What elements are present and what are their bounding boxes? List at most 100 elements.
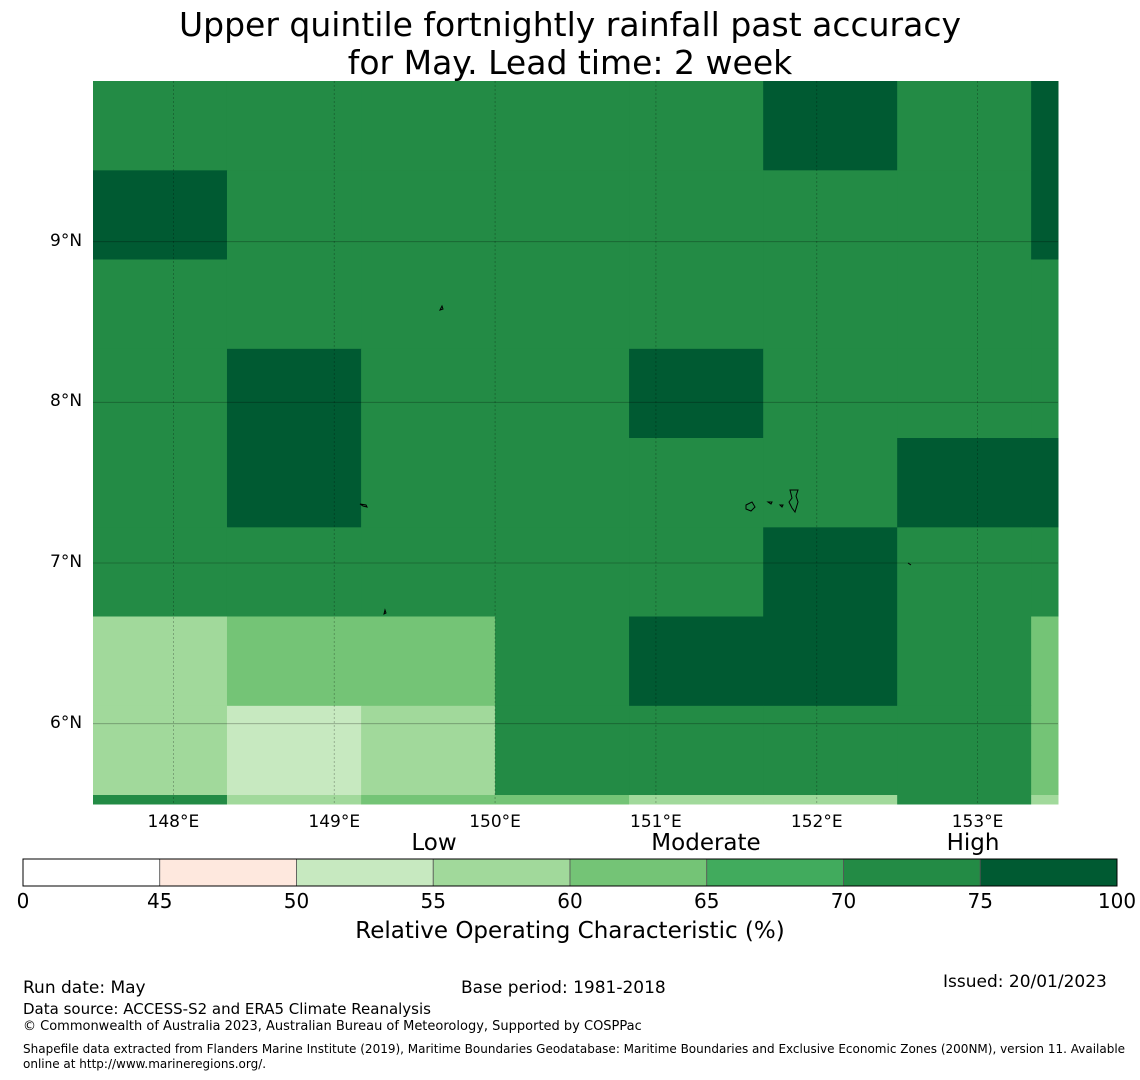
- lon-tick-label: 152°E: [790, 812, 843, 832]
- lat-tick-label: 9°N: [50, 230, 83, 251]
- colorbar-frame: [22, 858, 1118, 887]
- colorbar-label: Relative Operating Characteristic (%): [355, 918, 785, 944]
- roc-grid-cells: [93, 81, 1059, 805]
- roc-cell: [1031, 170, 1059, 261]
- colorbar: [22, 858, 1118, 887]
- roc-cell: [226, 705, 362, 796]
- lat-tick-label: 6°N: [50, 712, 83, 733]
- roc-cell: [93, 348, 228, 439]
- roc-cell: [1031, 348, 1059, 439]
- colorbar-tick: 65: [694, 889, 720, 913]
- roc-cell: [93, 527, 228, 618]
- roc-cell: [629, 616, 764, 707]
- roc-cell: [629, 705, 764, 796]
- roc-cell: [1031, 527, 1059, 618]
- roc-cell: [495, 259, 630, 350]
- island-outlines: [359, 304, 912, 615]
- roc-cell: [226, 81, 362, 171]
- roc-cell: [361, 170, 496, 261]
- roc-cell: [897, 705, 1032, 796]
- roc-cell: [897, 527, 1032, 618]
- island-outline: [907, 562, 912, 566]
- roc-cell: [495, 527, 630, 618]
- colorbar-bin: [22, 858, 161, 887]
- roc-cell: [361, 527, 496, 618]
- rainfall-accuracy-map: [93, 81, 1059, 805]
- roc-cell: [226, 348, 362, 439]
- roc-cell: [897, 795, 1032, 805]
- roc-cell: [226, 527, 362, 618]
- map-title-line-1: Upper quintile fortnightly rainfall past…: [178, 5, 962, 44]
- roc-cell: [629, 438, 764, 528]
- colorbar-bin: [296, 858, 434, 887]
- shapefile-attribution: Shapefile data extracted from Flanders M…: [23, 1042, 1126, 1071]
- colorbar-tick: 60: [557, 889, 583, 913]
- colorbar-bin: [843, 858, 981, 887]
- island-outline: [766, 501, 773, 505]
- roc-cell: [495, 705, 630, 796]
- roc-cell: [226, 616, 362, 707]
- roc-cell: [1031, 795, 1059, 805]
- colorbar-category-low: Low: [411, 830, 457, 856]
- roc-cell: [361, 81, 496, 171]
- map-title-line-2: for May. Lead time: 2 week: [347, 43, 793, 82]
- roc-cell: [93, 795, 228, 805]
- roc-cell: [495, 348, 630, 439]
- roc-cell: [226, 438, 362, 528]
- roc-cell: [93, 259, 228, 350]
- roc-cell: [361, 705, 496, 796]
- colorbar-tick: 70: [830, 889, 857, 913]
- roc-cell: [629, 348, 764, 439]
- roc-cell: [361, 438, 496, 528]
- colorbar-tick: 75: [967, 889, 993, 913]
- roc-cell: [897, 348, 1032, 439]
- lon-tick-label: 149°E: [308, 812, 361, 832]
- colorbar-category-moderate: Moderate: [651, 830, 761, 856]
- colorbar-bin: [432, 858, 571, 887]
- island-outline: [359, 503, 368, 508]
- roc-cell: [763, 795, 898, 805]
- colorbar-tick: 100: [1097, 889, 1137, 913]
- roc-cell: [93, 438, 228, 528]
- roc-cell: [763, 438, 898, 528]
- island-outline: [778, 504, 784, 508]
- roc-cell: [1031, 81, 1059, 171]
- colorbar-tick: 50: [283, 889, 310, 913]
- lat-tick-label: 7°N: [50, 552, 83, 572]
- data-source: Data source: ACCESS-S2 and ERA5 Climate …: [23, 1000, 431, 1018]
- roc-cell: [361, 259, 496, 350]
- roc-cell: [763, 705, 898, 796]
- roc-cell: [763, 348, 898, 439]
- lon-tick-label: 150°E: [469, 812, 521, 832]
- roc-cell: [93, 705, 228, 796]
- island-outline: [788, 489, 799, 514]
- island-outline: [439, 304, 444, 311]
- colorbar-bin: [706, 858, 844, 887]
- roc-cell: [495, 616, 630, 707]
- roc-cell: [763, 81, 898, 171]
- roc-cell: [629, 259, 764, 350]
- roc-cell: [897, 259, 1032, 350]
- colorbar-bin: [159, 858, 297, 887]
- roc-cell: [495, 795, 630, 805]
- colorbar-category-high: High: [946, 830, 1000, 856]
- roc-cell: [495, 438, 630, 528]
- roc-cell: [226, 795, 362, 805]
- colorbar-tick: 45: [147, 889, 173, 913]
- lon-tick-label: 148°E: [147, 812, 200, 832]
- island-outline: [745, 501, 756, 512]
- roc-cell: [1031, 616, 1059, 707]
- lat-tick-label: 8°N: [50, 391, 83, 412]
- roc-cell: [763, 527, 898, 618]
- roc-cell: [763, 616, 898, 707]
- roc-cell: [93, 616, 228, 707]
- roc-cell: [897, 81, 1032, 171]
- roc-cell: [763, 259, 898, 350]
- roc-cell: [226, 259, 362, 350]
- roc-cell: [763, 170, 898, 261]
- roc-cell: [361, 348, 496, 439]
- roc-cell: [629, 81, 764, 171]
- roc-cell: [897, 438, 1032, 528]
- lon-tick-label: 151°E: [630, 812, 682, 832]
- base-period: Base period: 1981-2018: [461, 978, 666, 998]
